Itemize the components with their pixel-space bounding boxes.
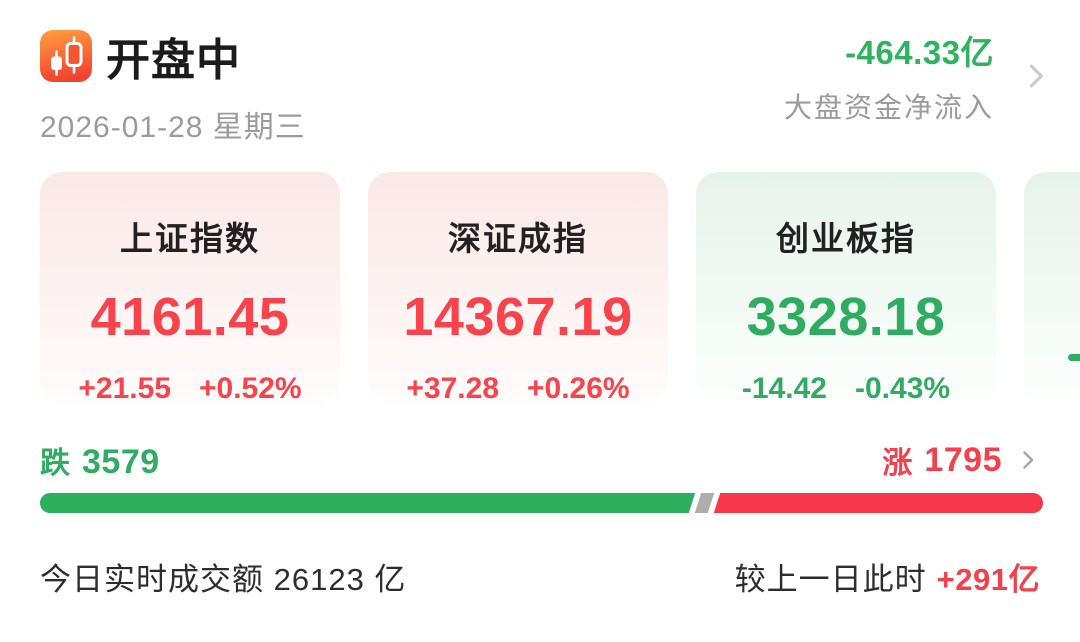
net-flow-value: -464.33亿 [845,34,994,71]
decliners-label: 跌 [40,447,70,480]
market-breadth-row[interactable]: 跌 3579 涨 1795 [40,438,1040,482]
index-change: +21.55 [78,372,171,405]
index-name: 创业板指 [776,220,916,257]
bar-divider [694,493,715,513]
advancers-label: 涨 [882,447,913,480]
net-flow-block[interactable]: -464.33亿 大盘资金净流入 [784,26,1052,126]
index-card-chinext[interactable]: 创业板指 3328.18 -14.42 -0.43% [696,172,996,406]
index-card-shenzhen[interactable]: 深证成指 14367.19 +37.28 +0.26% [368,172,668,406]
turnover-text: 今日实时成交额 26123 亿 [40,561,407,597]
market-breadth-bar [40,493,1043,513]
decliners-group: 跌 3579 [40,438,160,482]
index-value: 3328.18 [746,287,946,347]
index-cards-row: 上证指数 4161.45 +21.55 +0.52% 深证成指 14367.19… [40,172,1080,406]
decliners-count: 3579 [82,443,160,481]
header: 开盘中 2026-01-28 星期三 -464.33亿 大盘资金净流入 [40,24,1052,144]
decliners-bar-segment [40,493,696,513]
date-label: 2026-01-28 星期三 [40,111,306,144]
index-value: 14367.19 [403,287,633,347]
index-name: 深证成指 [448,220,588,257]
index-change-row: -14.42 -0.43% [742,372,950,406]
partial-change-fragment [1068,354,1080,361]
index-name: 上证指数 [120,220,260,257]
footer: 今日实时成交额 26123 亿 较上一日此时 +291亿 [40,554,1040,599]
advancers-group: 涨 1795 [882,438,1040,482]
market-status-title: 开盘中 [106,36,241,85]
net-flow-label: 大盘资金净流入 [783,92,994,123]
index-value: 4161.45 [90,287,290,347]
chevron-right-icon[interactable] [1020,60,1052,92]
index-card-shanghai[interactable]: 上证指数 4161.45 +21.55 +0.52% [40,172,340,406]
index-change: +37.28 [406,372,499,405]
comparison-value: +291亿 [936,561,1040,597]
header-left: 开盘中 2026-01-28 星期三 [40,24,306,146]
advancers-bar-segment [713,493,1043,513]
index-change-pct: -0.43% [855,372,951,405]
title-row: 开盘中 [40,24,306,88]
index-change-pct: +0.52% [199,372,302,405]
candlestick-chart-icon [40,30,92,82]
net-flow-column: -464.33亿 大盘资金净流入 [784,26,994,126]
index-change: -14.42 [741,372,827,405]
comparison-group: 较上一日此时 +291亿 [735,554,1040,599]
index-change-row: +37.28 +0.26% [406,372,629,406]
advancers-count: 1795 [924,440,1002,479]
index-change-row: +21.55 +0.52% [78,372,301,406]
chevron-right-icon[interactable] [1016,448,1040,472]
comparison-label: 较上一日此时 [734,561,927,597]
index-card-partial[interactable] [1024,172,1080,404]
index-change-pct: +0.26% [527,372,630,405]
